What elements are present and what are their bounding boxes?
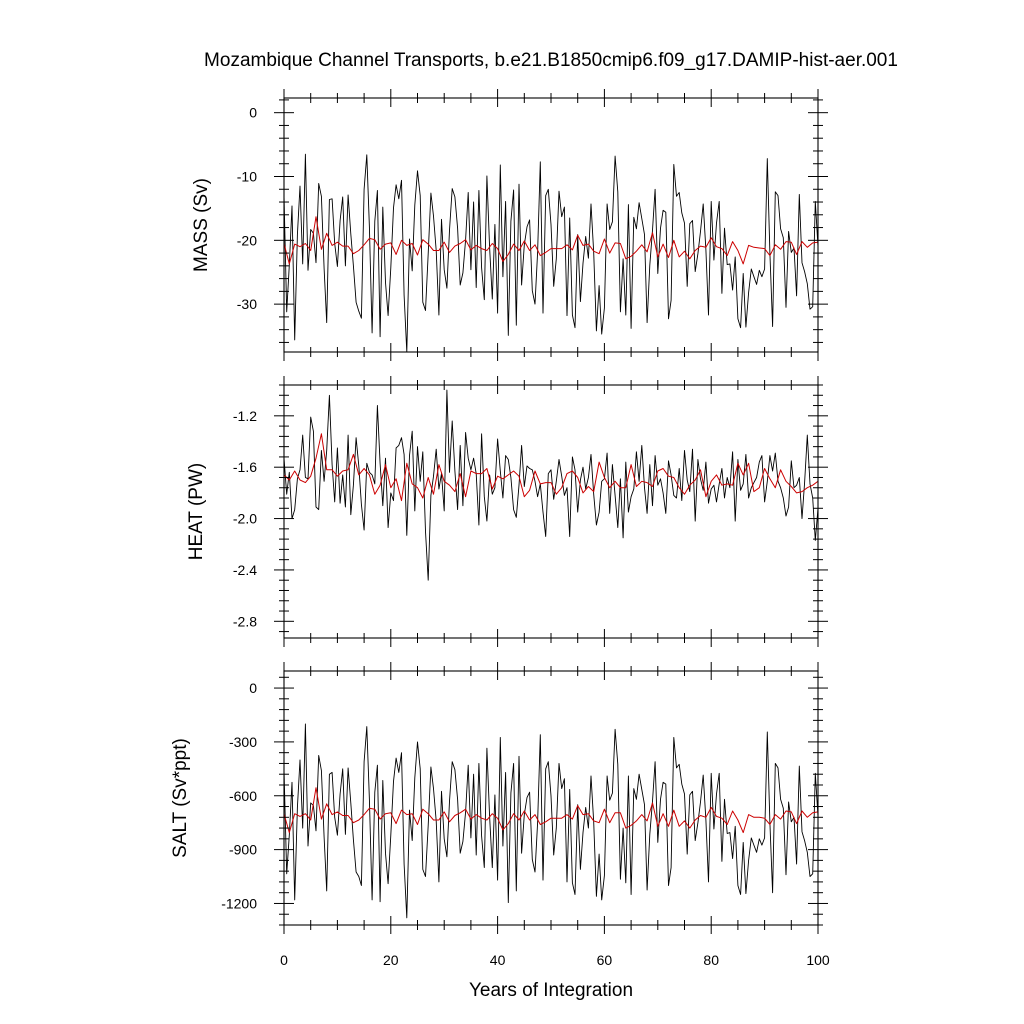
monthly-series-line xyxy=(284,389,818,581)
y-tick-label: -2.0 xyxy=(233,511,257,527)
x-axis-title: Years of Integration xyxy=(469,980,633,1001)
y-tick-label: -30 xyxy=(237,296,257,312)
x-tick-label: 40 xyxy=(490,952,506,968)
y-axis-title: SALT (Sv*ppt) xyxy=(170,738,191,858)
panels: 0 -10 -20 -30 MASS (Sv) -1.2 -1.6 -2.0 -2.4 -2.8 H… xyxy=(170,89,830,968)
annual-mean-line xyxy=(284,433,818,502)
y-tick-label: -10 xyxy=(237,168,257,184)
x-tick-label: 60 xyxy=(597,952,613,968)
y-tick-label: -300 xyxy=(229,734,257,750)
monthly-series-line xyxy=(284,98,818,352)
y-tick-label: -1.6 xyxy=(233,459,257,475)
monthly-series-line xyxy=(284,673,818,919)
y-tick-label: -2.8 xyxy=(233,613,257,629)
y-tick-label: -1.2 xyxy=(233,408,257,424)
y-tick-label: -20 xyxy=(237,232,257,248)
x-tick-label: 100 xyxy=(806,952,830,968)
y-axis-title: HEAT (PW) xyxy=(186,463,207,560)
x-tick-label: 80 xyxy=(703,952,719,968)
panel: 0 -300 -600 -900 -1200 SALT (Sv*ppt) 0 20 40 60 80… xyxy=(170,662,830,968)
y-tick-label: -1200 xyxy=(221,895,257,911)
annual-mean-line xyxy=(284,216,818,265)
y-tick-label: 0 xyxy=(249,680,257,696)
y-tick-label: -2.4 xyxy=(233,562,257,578)
y-tick-label: 0 xyxy=(249,105,257,121)
chart-title: Mozambique Channel Transports, b.e21.B18… xyxy=(204,50,898,71)
series-group xyxy=(284,673,818,919)
annual-mean-line xyxy=(284,787,818,834)
y-axis-title: MASS (Sv) xyxy=(191,178,212,272)
y-tick-label: -900 xyxy=(229,842,257,858)
panel: -1.2 -1.6 -2.0 -2.4 -2.8 HEAT (PW) xyxy=(186,376,828,647)
x-tick-label: 0 xyxy=(280,952,288,968)
y-tick-label: -600 xyxy=(229,788,257,804)
panel: 0 -10 -20 -30 MASS (Sv) xyxy=(191,89,828,361)
series-group xyxy=(284,389,818,581)
series-group xyxy=(284,98,818,352)
x-tick-label: 20 xyxy=(383,952,399,968)
